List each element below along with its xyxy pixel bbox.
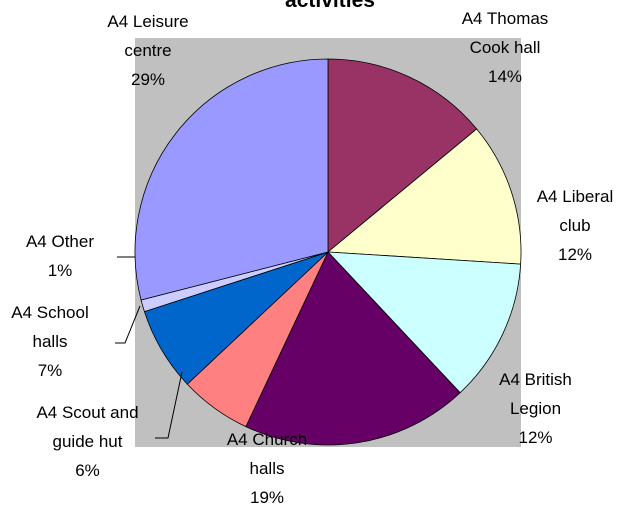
value-label: 7% xyxy=(37,361,63,380)
leader-line xyxy=(115,305,141,344)
slices xyxy=(134,58,522,446)
category-label: A4 British Legion xyxy=(499,370,572,418)
pie-slice xyxy=(327,251,522,394)
value-label: 12% xyxy=(557,245,593,264)
pie-slice xyxy=(326,128,522,265)
data-label: A4 Church halls 19% xyxy=(212,425,322,507)
data-label: A4 Other 1% xyxy=(10,227,110,285)
value-label: 1% xyxy=(47,261,73,280)
value-label: 19% xyxy=(249,488,285,507)
pie-slice xyxy=(327,58,478,253)
category-label: A4 Leisure centre xyxy=(107,12,189,60)
data-label: A4 Thomas Cook hall 14% xyxy=(450,4,560,91)
data-label: A4 School halls 7% xyxy=(0,298,100,385)
category-label: A4 School halls xyxy=(11,303,89,351)
category-label: A4 Liberal club xyxy=(536,187,614,235)
data-label: A4 Leisure centre 29% xyxy=(88,7,208,94)
category-label: A4 Thomas Cook hall xyxy=(461,9,549,57)
chart-title: activities xyxy=(285,0,375,12)
value-label: 14% xyxy=(487,67,523,86)
pie-slice xyxy=(245,251,461,446)
data-label: A4 Liberal club 12% xyxy=(520,182,626,269)
data-label: A4 British Legion 12% xyxy=(483,365,588,452)
value-label: 29% xyxy=(130,70,166,89)
category-label: A4 Scout and guide hut xyxy=(36,403,139,451)
category-label: A4 Other xyxy=(25,232,95,251)
value-label: 6% xyxy=(75,461,100,480)
leader-line xyxy=(155,371,183,439)
pie-slice xyxy=(134,58,329,301)
category-label: A4 Church halls xyxy=(226,430,308,478)
value-label: 12% xyxy=(518,428,553,447)
data-label: A4 Scout and guide hut 6% xyxy=(20,398,155,485)
